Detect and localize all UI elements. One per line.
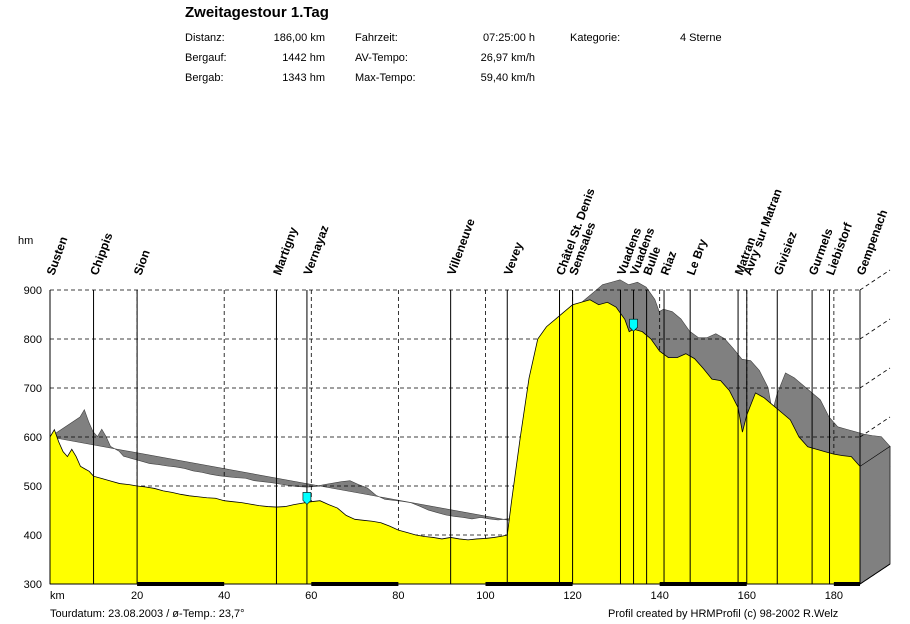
- rest-markers: [302, 318, 638, 505]
- footer-tour-date: Tourdatum: 23.08.2003 / ø-Temp.: 23,7°: [50, 608, 245, 620]
- x-tick-label-120: 120: [563, 590, 581, 602]
- stat-maxtempo-value: 59,40 km/h: [480, 72, 535, 84]
- y-tick-label-900: 900: [24, 285, 42, 297]
- x-tick-label-160: 160: [738, 590, 756, 602]
- waypoint-label-3: Martigny: [270, 225, 300, 277]
- stat-maxtempo-label: Max-Tempo:: [355, 72, 416, 84]
- x-tick-label-140: 140: [650, 590, 668, 602]
- stat-bergauf-value: 1442 hm: [282, 52, 325, 64]
- tour-title: Zweitagestour 1.Tag: [185, 4, 329, 21]
- waypoint-label-19: Gempenach: [854, 208, 891, 277]
- x-tick-label-60: 60: [305, 590, 317, 602]
- stat-distanz-label: Distanz:: [185, 32, 225, 44]
- waypoint-label-6: Vevey: [501, 240, 526, 277]
- grid-depth-line-700: [859, 367, 891, 389]
- profile-end-face: [859, 445, 891, 585]
- x-axis-label: km: [50, 590, 65, 602]
- waypoint-label-1: Chippis: [87, 231, 115, 277]
- waypoint-label-4: Vernayaz: [301, 223, 332, 277]
- grid-depth-line-900: [859, 269, 891, 291]
- x-axis-band-0: [137, 582, 225, 586]
- x-axis-band-8: [833, 582, 860, 586]
- depth-base-line: [859, 563, 891, 585]
- stat-distanz-value: 186,00 km: [273, 32, 325, 44]
- waypoint-label-13: Le Bry: [684, 237, 710, 277]
- y-tick-label-800: 800: [24, 334, 42, 346]
- waypoint-label-5: Villeneuve: [444, 216, 477, 277]
- stat-avtempo-label: AV-Tempo:: [355, 52, 408, 64]
- stat-avtempo-value: 26,97 km/h: [480, 52, 535, 64]
- stat-kategorie-value: 4 Sterne: [680, 32, 722, 44]
- x-tick-label-180: 180: [825, 590, 843, 602]
- stat-bergab-label: Bergab:: [185, 72, 224, 84]
- rest-marker-1: [629, 318, 638, 332]
- stat-bergauf-label: Bergauf:: [185, 52, 227, 64]
- waypoint-label-2: Sion: [131, 248, 153, 277]
- y-tick-label-500: 500: [24, 481, 42, 493]
- x-axis-band-6: [659, 582, 747, 586]
- x-tick-label-80: 80: [392, 590, 404, 602]
- x-tick-label-40: 40: [218, 590, 230, 602]
- waypoint-label-16: Givisiez: [771, 230, 800, 277]
- y-tick-label-300: 300: [24, 579, 42, 591]
- x-axis-band-4: [485, 582, 573, 586]
- chart-axes: 300 400 500 600 700 800 900 20 40 60 80 100 120 140 16…: [18, 235, 891, 602]
- stat-bergab-value: 1343 hm: [282, 72, 325, 84]
- stat-kategorie-label: Kategorie:: [570, 32, 621, 44]
- x-tick-label-20: 20: [131, 590, 143, 602]
- footer-credit: Profil created by HRMProfil (c) 98-2002 …: [608, 608, 839, 620]
- y-tick-label-700: 700: [24, 383, 42, 395]
- profile-area: [49, 299, 891, 585]
- x-axis-band-2: [311, 582, 399, 586]
- waypoint-label-0: Susten: [44, 235, 71, 277]
- y-tick-label-600: 600: [24, 432, 42, 444]
- y-axis-label: hm: [18, 235, 33, 247]
- grid-depth-line-800: [859, 318, 891, 340]
- y-tick-label-400: 400: [24, 530, 42, 542]
- rest-marker-0: [302, 492, 312, 505]
- grid-depth-line-600: [859, 416, 891, 438]
- stat-fahrzeit-value: 07:25:00 h: [483, 32, 535, 44]
- x-tick-label-100: 100: [476, 590, 494, 602]
- stat-fahrzeit-label: Fahrzeit:: [355, 32, 398, 44]
